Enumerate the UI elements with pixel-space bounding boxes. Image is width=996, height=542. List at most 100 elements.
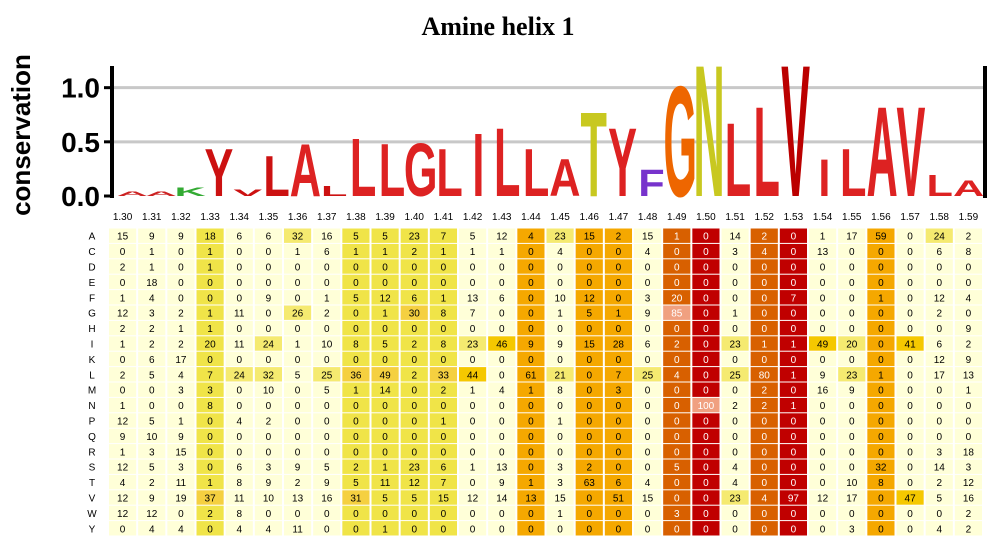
heatmap-value: 1 (966, 386, 972, 397)
heatmap-value: 0 (703, 524, 709, 535)
heatmap-cell (342, 305, 370, 320)
heatmap-cell (692, 382, 720, 397)
heatmap-value: 15 (438, 494, 450, 505)
heatmap-cell (634, 521, 662, 536)
heatmap-value: 0 (178, 293, 184, 304)
heatmap-value: 2 (149, 324, 155, 335)
heatmap-cell (167, 444, 195, 459)
heatmap-value: 0 (732, 417, 738, 428)
heatmap-value: 0 (878, 494, 884, 505)
heatmap-cell (604, 228, 632, 243)
heatmap-cell (634, 367, 662, 382)
heatmap-cell (954, 444, 982, 459)
heatmap-cell (225, 474, 253, 490)
heatmap-cell (546, 474, 574, 490)
heatmap-cell (284, 444, 312, 459)
heatmap-cell (400, 305, 428, 320)
heatmap-cell (604, 274, 632, 290)
heatmap-cell (138, 351, 166, 367)
heatmap-value: 0 (470, 324, 476, 335)
heatmap-cell (488, 336, 516, 351)
heatmap-cell (196, 521, 224, 536)
heatmap-value: 0 (645, 355, 651, 366)
heatmap-cell (459, 228, 487, 243)
heatmap-value: 0 (528, 509, 534, 520)
heatmap-cell (809, 474, 837, 490)
heatmap-cell (225, 444, 253, 459)
heatmap-value: 4 (761, 494, 767, 505)
heatmap-cell (692, 274, 720, 290)
heatmap-cell (109, 397, 137, 413)
heatmap-cell (313, 320, 341, 336)
heatmap-cell (750, 428, 778, 444)
heatmap-value: 0 (470, 447, 476, 458)
heatmap-cell (284, 351, 312, 367)
heatmap-cell (721, 351, 749, 367)
heatmap-value: 0 (236, 355, 242, 366)
heatmap-cell (546, 259, 574, 274)
heatmap-cell (896, 397, 924, 413)
heatmap-cell (838, 505, 866, 521)
heatmap-value: 14 (496, 494, 508, 505)
heatmap-cell (838, 274, 866, 290)
heatmap-value: 0 (411, 324, 417, 335)
heatmap-value: 0 (470, 432, 476, 443)
heatmap-value: 4 (178, 524, 184, 535)
heatmap-value: 6 (149, 355, 155, 366)
heatmap-value: 0 (907, 309, 913, 320)
heatmap-value: 18 (146, 278, 158, 289)
heatmap-cell (692, 305, 720, 320)
heatmap-value: 0 (441, 324, 447, 335)
heatmap-cell (225, 336, 253, 351)
logo-letter: V (781, 25, 810, 215)
row-header: D (88, 263, 95, 274)
heatmap-cell (779, 521, 807, 536)
heatmap-value: 2 (936, 478, 942, 489)
heatmap-value: 0 (557, 355, 563, 366)
heatmap-cell (167, 274, 195, 290)
heatmap-value: 1 (761, 340, 767, 351)
heatmap-value: 2 (149, 340, 155, 351)
heatmap-value: 0 (878, 324, 884, 335)
heatmap-cell (459, 459, 487, 474)
heatmap-value: 0 (674, 447, 680, 458)
heatmap-cell (371, 413, 399, 428)
heatmap-value: 2 (966, 509, 972, 520)
heatmap-cell (225, 274, 253, 290)
heatmap-cell (604, 413, 632, 428)
heatmap-cell (867, 351, 895, 367)
heatmap-cell (692, 367, 720, 382)
heatmap-value: 85 (671, 309, 683, 320)
heatmap-value: 0 (324, 324, 330, 335)
heatmap-cell (867, 521, 895, 536)
heatmap-value: 0 (732, 524, 738, 535)
heatmap-value: 0 (791, 432, 797, 443)
heatmap-value: 0 (382, 324, 388, 335)
heatmap-value: 0 (236, 263, 242, 274)
heatmap-value: 0 (266, 324, 272, 335)
heatmap-value: 0 (674, 247, 680, 258)
heatmap-cell (371, 243, 399, 259)
heatmap-cell (429, 521, 457, 536)
heatmap-value: 1 (528, 386, 534, 397)
heatmap-value: 0 (849, 417, 855, 428)
heatmap-cell (517, 367, 545, 382)
heatmap-cell (167, 459, 195, 474)
heatmap-value: 5 (382, 494, 388, 505)
heatmap-value: 3 (849, 524, 855, 535)
heatmap-cell (400, 259, 428, 274)
heatmap-value: 0 (645, 509, 651, 520)
heatmap-cell (925, 490, 953, 505)
heatmap-cell (342, 459, 370, 474)
heatmap-cell (663, 474, 691, 490)
heatmap-cell (225, 459, 253, 474)
heatmap-cell (109, 367, 137, 382)
heatmap-value: 80 (759, 370, 771, 381)
heatmap-value: 0 (878, 309, 884, 320)
logo-letter: T (581, 88, 607, 215)
heatmap-cell (954, 428, 982, 444)
heatmap-cell (284, 397, 312, 413)
row-header: N (88, 401, 95, 412)
heatmap-cell (721, 413, 749, 428)
heatmap-cell (400, 490, 428, 505)
